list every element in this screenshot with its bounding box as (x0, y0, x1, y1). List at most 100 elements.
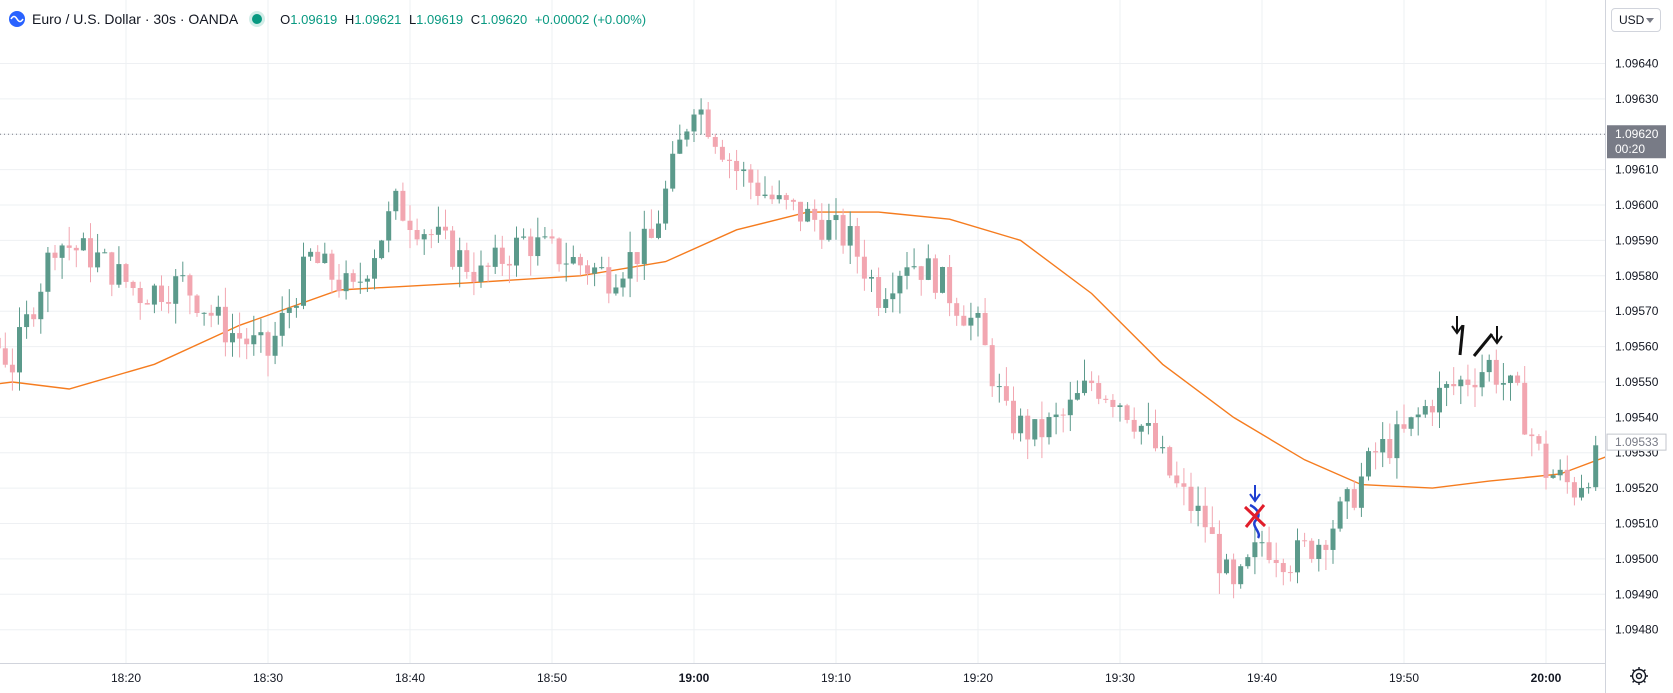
candle-body (1259, 542, 1265, 544)
candle-body (1515, 375, 1521, 383)
candle-body (819, 219, 825, 240)
candle-body (1358, 476, 1364, 508)
candle-body (549, 236, 555, 239)
candle-body (1479, 372, 1485, 388)
time-tick-label: 18:50 (537, 671, 567, 685)
candle-body (1309, 540, 1315, 559)
candle-body (911, 266, 917, 268)
price-tick-label: 1.09640 (1615, 56, 1659, 70)
candle-body (379, 240, 385, 259)
candle-body (1344, 489, 1350, 502)
price-tick-label: 1.09590 (1615, 233, 1659, 247)
candle-body (1003, 386, 1009, 401)
candle-body (258, 332, 264, 336)
candle-body (364, 278, 370, 282)
candle-body (833, 215, 839, 221)
ma-line (0, 211, 1618, 489)
candle-body (521, 236, 527, 238)
candle-body (1060, 414, 1066, 416)
candle-body (734, 160, 740, 172)
candle-body (38, 291, 44, 320)
candle-body (372, 258, 377, 279)
candle-body (393, 190, 399, 212)
candle-body (1160, 447, 1166, 449)
candle-body (272, 335, 278, 356)
candle-body (421, 234, 427, 240)
candle-body (542, 236, 548, 238)
candle-body (1529, 434, 1535, 437)
candle-body (1245, 557, 1251, 567)
candle-body (499, 247, 505, 264)
candle-body (492, 247, 498, 267)
candle-body (776, 195, 782, 200)
candle-body (1366, 451, 1371, 477)
candle-body (102, 252, 108, 254)
candle-body (1543, 443, 1549, 478)
candle-body (301, 256, 306, 306)
candle-body (627, 252, 633, 279)
candle-body (634, 252, 640, 264)
currency-button[interactable]: USD (1611, 8, 1661, 32)
candle-body (812, 208, 818, 220)
drawing-arrow-down-black-2 (1491, 326, 1503, 345)
candle-body (173, 276, 179, 304)
candle-body (265, 332, 271, 356)
candle-body (719, 146, 725, 160)
symbol-title[interactable]: Euro / U.S. Dollar · 30s · OANDA (32, 11, 239, 27)
user-drawings (1243, 316, 1503, 539)
candle-body (0, 337, 1, 349)
candle-body (968, 317, 974, 326)
candle-body (336, 279, 342, 292)
candle-body (1500, 383, 1506, 385)
candle-body (201, 312, 207, 314)
candle-body (698, 109, 704, 115)
candle-body (279, 312, 285, 336)
candle-body (847, 226, 853, 246)
candle-body (1273, 559, 1279, 564)
candle-body (1067, 399, 1073, 416)
candle-body (443, 226, 448, 231)
candle-body (712, 136, 718, 147)
candle-body (2, 348, 8, 365)
candle-body (428, 234, 434, 236)
candle-body (1522, 382, 1528, 435)
candle-body (130, 281, 136, 289)
candle-body (535, 237, 541, 257)
candle-body (1117, 405, 1123, 408)
candle-body (1415, 414, 1421, 418)
time-tick-label: 19:00 (679, 671, 710, 685)
candle-body (798, 201, 803, 222)
candle-body (577, 257, 583, 266)
moving-average-line (0, 211, 1618, 489)
candle-body (1096, 383, 1102, 399)
candle-body (1408, 417, 1414, 429)
candle-body (1266, 542, 1272, 560)
chart-legend: Euro / U.S. Dollar · 30s · OANDA O1.0961… (8, 8, 650, 30)
candle-body (1174, 475, 1180, 484)
candle-body (17, 327, 22, 373)
candle-body (1224, 559, 1229, 574)
candle-body (187, 275, 193, 296)
candle-body (457, 250, 463, 267)
candle-body (80, 238, 86, 251)
price-tick-label: 1.09570 (1615, 304, 1659, 318)
candle-body (116, 264, 122, 285)
candle-body (109, 252, 115, 285)
settings-gear-icon[interactable] (1628, 665, 1650, 687)
last-price-tag (1607, 125, 1666, 159)
market-status-dot-icon (252, 14, 263, 24)
candle-body (1337, 501, 1343, 529)
candle-body (237, 333, 243, 339)
time-tick-label: 18:40 (395, 671, 425, 685)
ma-price-tag (1606, 433, 1667, 451)
candle-body (890, 293, 896, 300)
candle-body (1422, 406, 1428, 415)
candle-body (407, 220, 413, 231)
bar-countdown-label: 00:20 (1615, 142, 1645, 156)
candle-body (194, 295, 200, 313)
candlestick-series (0, 98, 1599, 599)
candle-body (677, 139, 683, 154)
candle-body (180, 275, 186, 277)
candle-body (1508, 375, 1513, 384)
